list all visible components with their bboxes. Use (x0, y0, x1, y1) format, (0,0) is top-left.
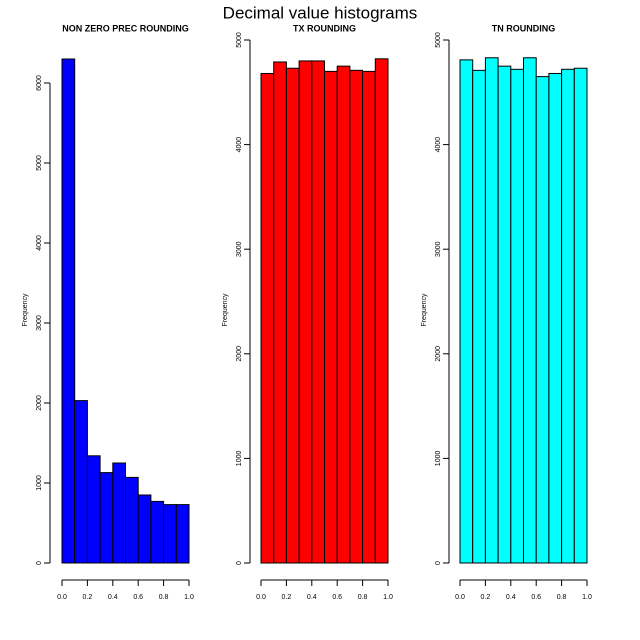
bar (362, 70, 376, 564)
x-tick-label: 0.4 (307, 594, 317, 601)
bar (175, 504, 190, 564)
bar (311, 60, 325, 564)
y-tick-label: 5000 (435, 32, 442, 48)
y-tick-label: 3000 (435, 241, 442, 257)
bar (61, 58, 76, 564)
y-tick-label: 0 (236, 561, 243, 565)
x-tick-label: 0.2 (83, 594, 93, 601)
y-tick-label: 1000 (36, 475, 43, 491)
y-tick-label: 0 (36, 561, 43, 565)
y-axis-label: Frequency (222, 293, 229, 327)
bar (125, 476, 139, 564)
bar (548, 72, 563, 564)
y-tick-label: 2000 (236, 346, 243, 362)
y-tick-label: 1000 (435, 451, 442, 467)
y-tick-label: 5000 (236, 32, 243, 48)
x-tick-label: 1.0 (582, 594, 592, 601)
x-tick-label: 1.0 (184, 594, 194, 601)
x-tick-label: 0.8 (358, 594, 368, 601)
panel-title: TX ROUNDING (293, 23, 356, 33)
y-axis-label: Frequency (22, 293, 29, 327)
bar (459, 59, 474, 564)
bar (324, 70, 338, 564)
x-tick-label: 0.0 (57, 594, 67, 601)
x-tick-label: 0.2 (481, 594, 491, 601)
bar (472, 69, 486, 564)
x-tick-label: 0.8 (557, 594, 567, 601)
panel-title: TN ROUNDING (492, 23, 556, 33)
x-tick-label: 0.2 (282, 594, 292, 601)
bar (86, 455, 101, 564)
x-tick-label: 0.8 (159, 594, 169, 601)
bar (535, 76, 550, 564)
bar (336, 65, 351, 564)
x-tick-label: 0.0 (256, 594, 266, 601)
y-tick-label: 0 (435, 561, 442, 565)
y-tick-label: 4000 (236, 137, 243, 153)
y-tick-label: 1000 (236, 451, 243, 467)
bar (510, 68, 524, 564)
y-tick-label: 4000 (435, 137, 442, 153)
y-axis-label: Frequency (421, 293, 428, 327)
bar (260, 72, 275, 564)
bar (298, 60, 313, 564)
bar (74, 400, 88, 564)
x-tick-label: 0.6 (332, 594, 342, 601)
bar (112, 462, 127, 564)
bar (99, 472, 114, 564)
x-tick-label: 0.6 (531, 594, 541, 601)
x-tick-label: 0.6 (133, 594, 143, 601)
bar (349, 69, 364, 564)
bar (285, 67, 300, 564)
y-tick-label: 3000 (236, 241, 243, 257)
bar (374, 58, 389, 564)
y-tick-label: 4000 (36, 235, 43, 251)
chart-title: Decimal value histograms (223, 3, 418, 22)
y-tick-label: 2000 (36, 395, 43, 411)
bar (561, 68, 575, 564)
bar (273, 61, 287, 564)
bar (523, 57, 537, 564)
bar (497, 65, 512, 564)
x-tick-label: 1.0 (383, 594, 393, 601)
panel-title: NON ZERO PREC ROUNDING (62, 23, 189, 33)
x-tick-label: 0.4 (108, 594, 118, 601)
y-tick-label: 5000 (36, 155, 43, 171)
y-tick-label: 3000 (36, 315, 43, 331)
bar (573, 67, 588, 564)
bar (163, 504, 177, 564)
x-tick-label: 0.4 (506, 594, 516, 601)
bar (137, 494, 152, 564)
bar (150, 500, 165, 564)
y-tick-label: 6000 (36, 75, 43, 91)
y-tick-label: 2000 (435, 346, 442, 362)
bar (484, 57, 499, 564)
x-tick-label: 0.0 (455, 594, 465, 601)
